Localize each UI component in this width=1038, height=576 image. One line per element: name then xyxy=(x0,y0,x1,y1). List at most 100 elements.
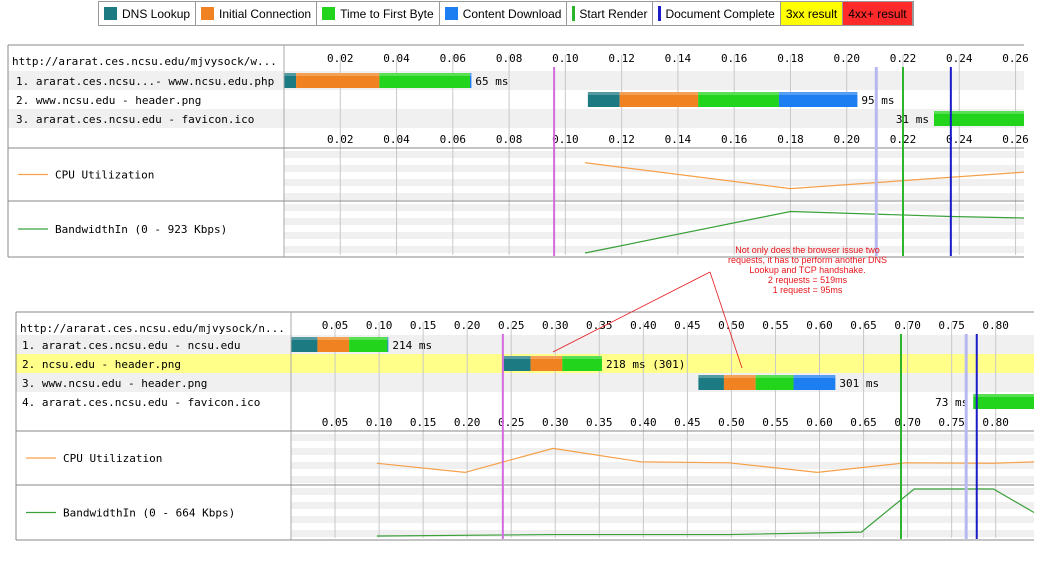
legend-swatch xyxy=(658,6,662,21)
annotation-line: Not only does the browser issue two xyxy=(735,245,880,255)
legend-label: Time to First Byte xyxy=(340,6,434,21)
w1-tick-label-top: 0.16 xyxy=(721,52,748,65)
w1-bandwidth-series xyxy=(584,210,1025,254)
w1-request-label: 1. ararat.ces.ncsu...- www.ncsu.edu.php xyxy=(16,75,274,88)
w2-bar-shine xyxy=(698,375,724,378)
w1-bar-shine xyxy=(379,73,470,76)
legend-swatch xyxy=(572,6,576,21)
w1-bar-ttfb xyxy=(698,92,779,107)
w1-bar-connect xyxy=(296,73,380,88)
w1-tick-label-top: 0.26 xyxy=(1002,52,1029,65)
w2-tick-label-top: 0.50 xyxy=(718,319,745,332)
w2-graph-stripe xyxy=(291,434,1034,441)
w2-tick-label-bottom: 0.75 xyxy=(938,416,965,429)
w1-tick-label-bottom: 0.06 xyxy=(440,133,467,146)
w1-tick-label-bottom: 0.02 xyxy=(327,133,354,146)
w2-tick-label-top: 0.70 xyxy=(894,319,921,332)
w2-bar-dns xyxy=(503,356,531,371)
w2-bar-download xyxy=(793,375,836,390)
w2-cpu-series xyxy=(376,447,1035,474)
w2-tick-label-bottom: 0.60 xyxy=(806,416,833,429)
w2-tick-label-bottom: 0.25 xyxy=(498,416,525,429)
w1-bar-shine xyxy=(587,92,620,95)
w1-row-background xyxy=(8,109,1024,128)
w2-tick-label-top: 0.35 xyxy=(586,319,613,332)
legend-item: Document Complete xyxy=(653,2,781,25)
w1-tick-label-bottom: 0.10 xyxy=(552,133,579,146)
w2-request-label: 4. ararat.ces.ncsu.edu - favicon.ico xyxy=(22,396,260,409)
w1-tick-label-top: 0.08 xyxy=(496,52,523,65)
legend-label: DNS Lookup xyxy=(122,6,191,21)
w1-duration-label: 31 ms xyxy=(896,113,929,126)
w2-tick-label-bottom: 0.50 xyxy=(718,416,745,429)
legend-item: 4xx+ result xyxy=(843,2,913,25)
w1-tick-label-bottom: 0.04 xyxy=(383,133,410,146)
legend-swatch xyxy=(322,7,336,20)
w2-tick-label-bottom: 0.55 xyxy=(762,416,789,429)
w2-tick-label-top: 0.05 xyxy=(322,319,349,332)
w1-bar-dns xyxy=(284,73,297,88)
legend-item: DNS Lookup xyxy=(99,2,197,25)
w2-tick-label-top: 0.30 xyxy=(542,319,569,332)
legend-label: Document Complete xyxy=(665,6,775,21)
w1-graph-stripe xyxy=(284,193,1024,200)
w2-request-label: 1. ararat.ces.ncsu.edu - ncsu.edu xyxy=(22,339,241,352)
w1-graph-stripe xyxy=(284,204,1024,211)
w2-bar-connect xyxy=(723,375,756,390)
legend-item: Time to First Byte xyxy=(317,2,440,25)
w1-tick-label-bottom: 0.20 xyxy=(833,133,860,146)
w2-request-label: 2. ncsu.edu - header.png xyxy=(22,358,181,371)
w1-row-background xyxy=(8,71,1024,90)
annotation-line: 1 request = 95ms xyxy=(772,285,843,295)
w1-bar-shine xyxy=(469,73,472,76)
w1-bar-shine xyxy=(778,92,858,95)
w2-graph-stripe xyxy=(291,516,1034,523)
legend-swatch xyxy=(444,7,458,20)
w2-bar-shine xyxy=(349,337,388,340)
w2-bar-shine xyxy=(503,356,531,359)
w2-tick-label-bottom: 0.80 xyxy=(982,416,1009,429)
annotation-line: 2 requests = 519ms xyxy=(767,275,848,285)
w2-graph-stripe xyxy=(291,448,1034,455)
w2-bar-shine xyxy=(387,337,389,340)
w1-tick-label-top: 0.06 xyxy=(440,52,467,65)
w2-tick-label-top: 0.20 xyxy=(454,319,481,332)
legend-item: 3xx result xyxy=(780,2,844,25)
w2-bar-shine xyxy=(973,394,1034,397)
w1-bar-shine xyxy=(698,92,779,95)
w2-tick-label-top: 0.45 xyxy=(674,319,701,332)
w1-cpu-series xyxy=(584,162,1025,190)
w2-tick-label-bottom: 0.20 xyxy=(454,416,481,429)
w1-tick-label-bottom: 0.12 xyxy=(608,133,635,146)
w2-tick-label-bottom: 0.65 xyxy=(850,416,877,429)
w2-tick-label-bottom: 0.45 xyxy=(674,416,701,429)
legend-swatch xyxy=(201,7,215,20)
w1-tick-label-bottom: 0.18 xyxy=(777,133,804,146)
annotation-leader xyxy=(709,271,743,369)
w1-page-url: http://ararat.ces.ncsu.edu/mjvysock/w... xyxy=(12,55,277,68)
w1-bar-shine xyxy=(296,73,380,76)
w2-tick-label-bottom: 0.70 xyxy=(894,416,921,429)
w2-tick-label-bottom: 0.30 xyxy=(542,416,569,429)
w1-duration-label: 95 ms xyxy=(861,94,894,107)
w2-tick-label-bottom: 0.40 xyxy=(630,416,657,429)
w2-tick-label-bottom: 0.15 xyxy=(410,416,437,429)
w1-duration-label: 65 ms xyxy=(475,75,508,88)
w2-bandwidth-label: BandwidthIn (0 - 664 Kbps) xyxy=(63,507,235,520)
w2-duration-label: 301 ms xyxy=(839,377,879,390)
w1-tick-label-top: 0.02 xyxy=(327,52,354,65)
w1-tick-label-top: 0.24 xyxy=(946,52,973,65)
w2-graph-stripe xyxy=(291,462,1034,469)
w2-bar-dns xyxy=(291,337,318,352)
legend-label: Start Render xyxy=(579,6,648,21)
w2-cpu-label: CPU Utilization xyxy=(63,452,162,465)
w1-graph-stripe xyxy=(284,165,1024,172)
w2-page-url: http://ararat.ces.ncsu.edu/mjvysock/n... xyxy=(20,322,285,335)
legend-item: Content Download xyxy=(440,2,568,25)
w1-tick-label-top: 0.12 xyxy=(608,52,635,65)
w1-tick-label-bottom: 0.08 xyxy=(496,133,523,146)
w1-graph-stripe xyxy=(284,179,1024,186)
w2-bar-shine xyxy=(793,375,836,378)
w1-bar-ttfb xyxy=(379,73,470,88)
